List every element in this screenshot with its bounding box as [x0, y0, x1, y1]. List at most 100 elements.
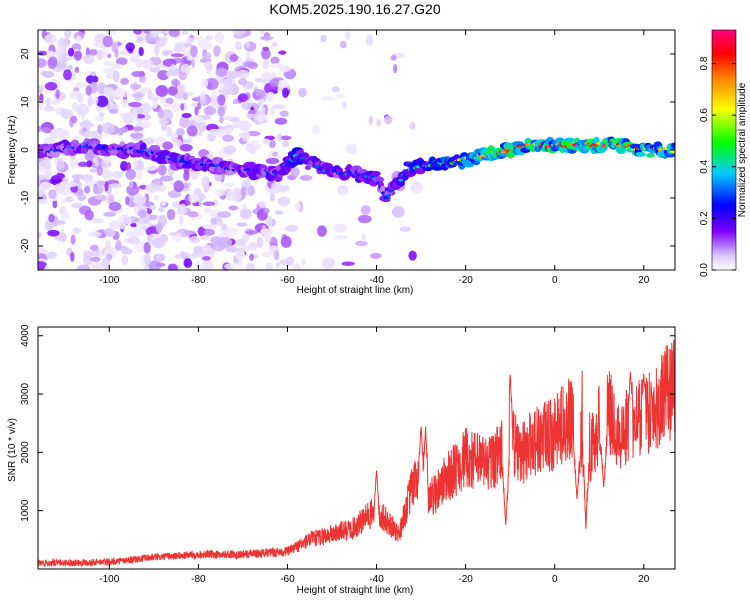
- y-tick-label: 20: [20, 48, 31, 60]
- spectrogram-noise-cell: [133, 30, 143, 35]
- spectrogram-noise-cell: [171, 101, 180, 113]
- spectrogram-noise-cell: [121, 254, 129, 266]
- spectrogram-noise-cell: [181, 30, 189, 35]
- spectrogram-noise-cell: [104, 181, 109, 192]
- spectrogram-noise-cell: [87, 231, 102, 238]
- colorbar: 0.0 0.2 0.4 0.6 0.8 Normalized spectral ampl…: [699, 29, 748, 277]
- x-tick-label: -80: [191, 574, 206, 585]
- spectrogram-noise-cell: [235, 250, 246, 260]
- spectrogram-noise-cell: [38, 100, 44, 110]
- spectrogram-noise-cell: [232, 98, 239, 104]
- spectrogram-noise-cell: [259, 35, 274, 41]
- spectrogram-noise-cell: [410, 181, 423, 194]
- spectrogram-noise-cell: [71, 101, 79, 113]
- spectrogram-noise-cell: [259, 30, 266, 36]
- spectrogram-noise-cell: [139, 184, 148, 190]
- spectrogram-noise-cell: [84, 210, 94, 221]
- spectrogram-noise-cell: [202, 223, 217, 230]
- spectrogram-noise-cell: [70, 251, 75, 262]
- spectrogram-noise-cell: [50, 99, 61, 105]
- spectrogram-noise-cell: [143, 166, 157, 171]
- spectrogram-noise-cell: [85, 74, 99, 84]
- spectrogram-noise-cell: [245, 41, 251, 49]
- spectrogram-noise-cell: [108, 220, 121, 230]
- spectrogram-noise-cell: [128, 180, 134, 189]
- spectrogram-noise-cell: [269, 78, 280, 88]
- spectrogram-noise-cell: [67, 47, 75, 57]
- spectrogram-noise-cell: [183, 170, 190, 182]
- x-tick-label: -60: [280, 275, 295, 286]
- spectrogram-noise-cell: [74, 82, 88, 88]
- spectrogram-noise-cell: [122, 112, 135, 125]
- spectrogram-noise-cell: [94, 159, 99, 167]
- spectrogram-noise-cell: [269, 139, 276, 149]
- spectrogram-noise-cell: [181, 113, 192, 118]
- spectrogram-noise-cell: [229, 53, 239, 62]
- spectrogram-noise-cell: [97, 124, 103, 134]
- spectrogram-noise-cell: [160, 200, 167, 207]
- spectrogram-y-axis: -20 -10 0 10 20: [20, 48, 675, 253]
- spectrogram-noise-cell: [157, 70, 170, 81]
- spectrogram-noise-cell: [194, 106, 199, 116]
- spectrogram-noise-cell: [92, 96, 99, 105]
- x-tick-label: -60: [280, 574, 295, 585]
- spectrogram-noise-cell: [237, 78, 248, 86]
- spectrogram-noise-cell: [182, 102, 188, 112]
- spectrogram-noise-cell: [140, 122, 152, 128]
- spectrogram-noise-cell: [225, 226, 239, 237]
- spectrogram-noise-cell: [103, 211, 117, 217]
- spectrogram-noise-cell: [157, 206, 165, 213]
- spectrogram-noise-cell: [90, 71, 97, 77]
- spectrogram-noise-cell: [136, 169, 143, 180]
- spectrogram-noise-cell: [133, 194, 147, 205]
- spectrogram-noise-cell: [408, 250, 417, 261]
- spectrogram-noise-cell: [270, 56, 280, 65]
- spectrogram-noise-cell: [241, 102, 253, 111]
- spectrogram-noise-cell: [240, 186, 247, 198]
- spectrogram-noise-cell: [131, 93, 144, 98]
- spectrogram-noise-cell: [191, 35, 204, 41]
- spectrogram-noise-cell: [271, 42, 278, 47]
- spectrogram-noise-cell: [311, 125, 320, 135]
- spectrogram-noise-cell: [263, 207, 270, 214]
- spectrogram-noise-cell: [176, 207, 183, 216]
- spectrogram-noise-cell: [65, 182, 78, 188]
- spectrogram-noise-cell: [281, 140, 290, 148]
- spectrogram-noise-cell: [130, 132, 144, 139]
- spectrogram-noise-cell: [341, 101, 347, 109]
- spectrogram-noise-cell: [266, 91, 275, 103]
- spectrogram-noise-cell: [201, 256, 211, 261]
- spectrogram-noise-cell: [73, 50, 83, 61]
- spectrogram-noise-cell: [212, 88, 217, 101]
- spectrogram-noise-cell: [155, 222, 163, 234]
- spectrogram-noise-cell: [130, 50, 141, 60]
- spectrogram-noise-cell: [102, 35, 113, 48]
- spectrogram-noise-cell: [215, 67, 228, 77]
- spectrogram-noise-cell: [159, 175, 174, 182]
- spectrogram-noise-cell: [183, 92, 188, 101]
- spectrogram-noise-cell: [94, 194, 103, 200]
- spectrogram-ridge-cell: [385, 193, 391, 198]
- spectrogram-noise-cell: [102, 154, 112, 164]
- spectrogram-noise-cell: [105, 72, 114, 79]
- spectrogram-noise-cell: [103, 86, 114, 96]
- spectrogram-noise-cell: [186, 54, 199, 62]
- spectrogram-noise-cell: [98, 112, 105, 118]
- spectrogram-noise-cell: [102, 67, 117, 74]
- spectrogram-ridge-halo: [670, 142, 675, 150]
- x-tick-label: 20: [638, 275, 650, 286]
- spectrogram-noise-cell: [107, 53, 112, 59]
- spectrogram-noise-cell: [121, 248, 133, 255]
- spectrogram-noise-cell: [170, 53, 184, 58]
- spectrogram-noise-cell: [199, 96, 207, 105]
- colorbar-tick-label: 0.8: [699, 56, 710, 70]
- spectrogram-noise-cell: [173, 139, 183, 147]
- spectrogram-noise-cell: [214, 31, 225, 44]
- spectrogram-noise-cell: [158, 136, 163, 149]
- spectrogram-noise-cell: [335, 93, 346, 98]
- spectrogram-noise-cell: [320, 96, 334, 101]
- spectrogram-noise-cell: [272, 151, 278, 157]
- x-tick-label: 20: [638, 574, 650, 585]
- spectrogram-noise-cell: [45, 251, 58, 259]
- spectrogram-noise-cell: [223, 182, 235, 187]
